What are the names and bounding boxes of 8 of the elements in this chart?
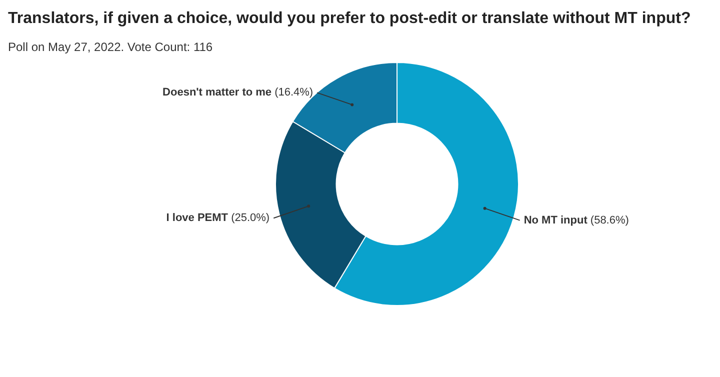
slice-label: Doesn't matter to me bbox=[162, 86, 272, 99]
chart-title: Translators, if given a choice, would you prefer to post-edit or translate without MT input? bbox=[8, 10, 691, 28]
chart-subtitle: Poll on May 27, 2022. Vote Count: 116 bbox=[8, 40, 213, 54]
slice-label: I love PEMT bbox=[166, 212, 228, 224]
data-label: (25.0%) bbox=[228, 212, 270, 224]
slice-label: No MT input bbox=[524, 214, 588, 226]
data-label: (58.6%) bbox=[587, 214, 629, 226]
data-label: (16.4%) bbox=[272, 86, 314, 99]
